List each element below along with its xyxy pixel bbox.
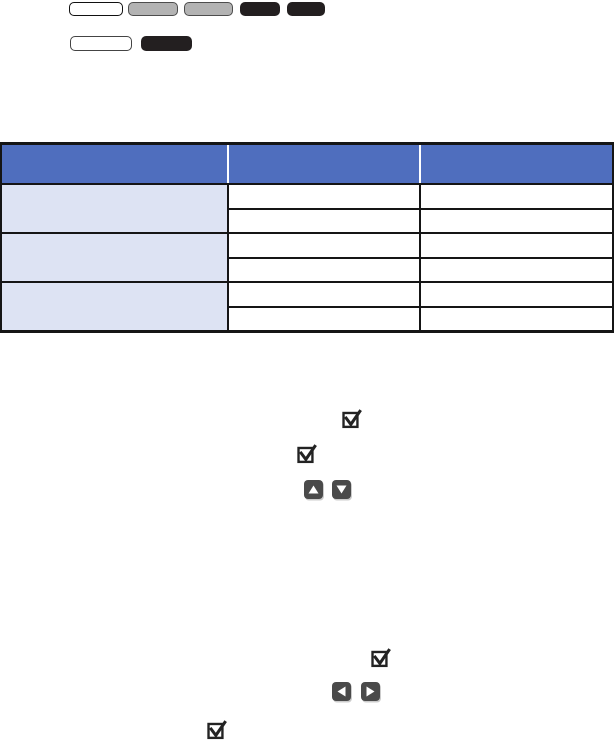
- checked-checkbox-icon: [207, 719, 227, 740]
- table-row-group: [2, 234, 612, 281]
- settings-table: [0, 142, 614, 333]
- mode-badge-black-1: [240, 2, 280, 16]
- mode-badge-gray-1: [128, 2, 178, 16]
- right-arrow-key-icon: [361, 682, 380, 701]
- mode-badge-gray-2: [184, 2, 233, 16]
- table-cell: [229, 283, 419, 306]
- down-arrow-key-icon: [332, 480, 351, 499]
- table-header-cell: [2, 145, 227, 183]
- table-label-cell: [2, 185, 227, 232]
- table-header-cell: [229, 145, 419, 183]
- mode-badge-white-1: [69, 2, 123, 16]
- table-cell: [421, 258, 612, 281]
- table-row: [229, 258, 612, 281]
- table-cell: [229, 185, 419, 208]
- up-arrow-key-icon: [304, 480, 323, 499]
- table-cell: [421, 283, 612, 306]
- table-row: [229, 209, 612, 232]
- checked-checkbox-icon: [297, 443, 317, 464]
- mode-badge-black-2: [287, 2, 325, 16]
- table-cell: [229, 258, 419, 281]
- table-cell: [421, 307, 612, 330]
- table-cell: [421, 234, 612, 257]
- table-row: [229, 307, 612, 330]
- table-cell: [421, 209, 612, 232]
- table-row: [229, 185, 612, 208]
- table-header-cell: [421, 145, 612, 183]
- left-arrow-key-icon: [332, 682, 351, 701]
- table-label-cell: [2, 283, 227, 330]
- table-row-group: [2, 283, 612, 330]
- table-row: [229, 234, 612, 257]
- table-row-group: [2, 185, 612, 232]
- mode-badge-black-3: [141, 36, 192, 51]
- table-cell: [229, 234, 419, 257]
- table-header-row: [2, 145, 612, 183]
- checked-checkbox-icon: [342, 408, 362, 429]
- table-cell: [229, 209, 419, 232]
- table-row: [229, 283, 612, 306]
- table-label-cell: [2, 234, 227, 281]
- checked-checkbox-icon: [371, 647, 391, 668]
- mode-badge-white-2: [70, 36, 132, 51]
- table-cell: [421, 185, 612, 208]
- table-cell: [229, 307, 419, 330]
